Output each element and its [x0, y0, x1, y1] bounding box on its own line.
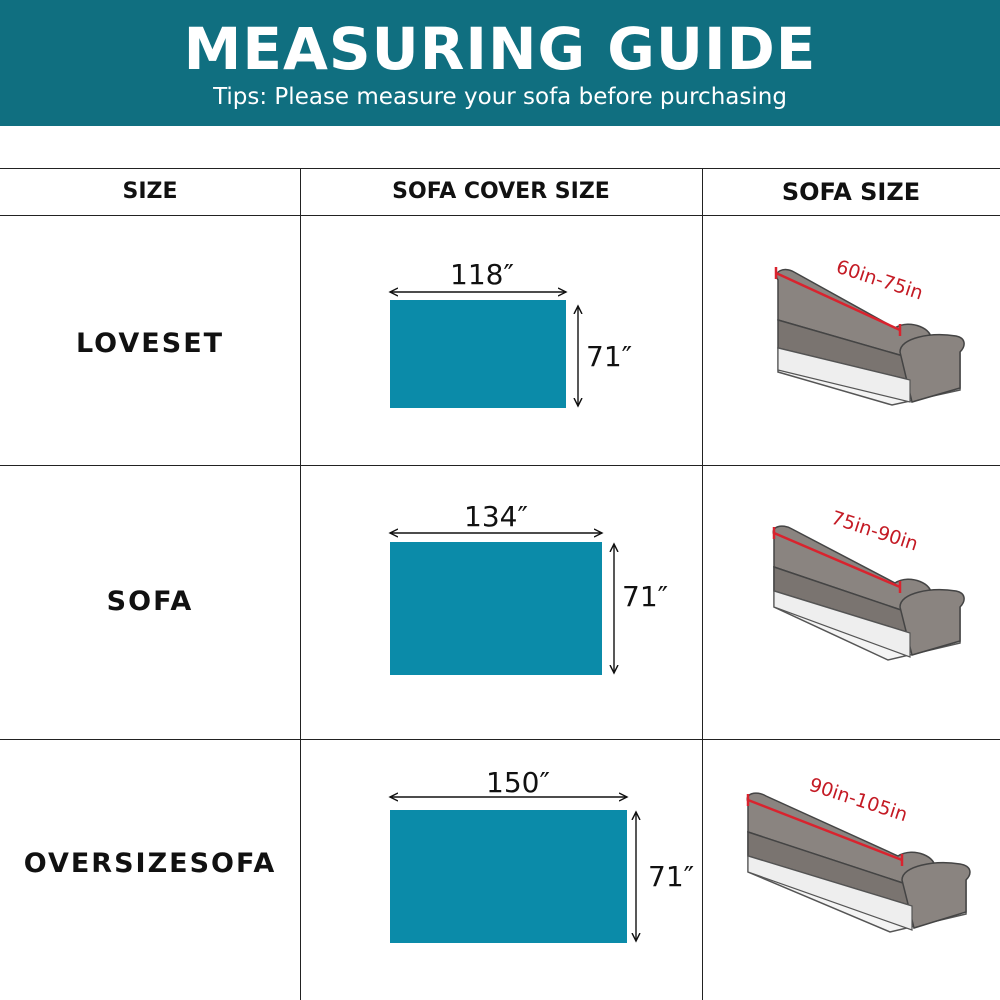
- column-header-sofa-size: SOFA SIZE: [781, 178, 921, 206]
- tips-text: Tips: Please measure your sofa before pu…: [213, 84, 787, 110]
- cover-width-label: 118″: [450, 258, 514, 291]
- row-size-label-loveset: LOVESET: [75, 328, 225, 359]
- page-title: MEASURING GUIDE: [183, 15, 817, 83]
- table-border-top: [0, 168, 1000, 169]
- row-divider: [0, 465, 1000, 466]
- sofa-size-label: 90in-105in: [806, 774, 910, 826]
- table-header-divider: [0, 215, 1000, 216]
- sofa-size-label: 60in-75in: [833, 256, 925, 305]
- column-header-size: SIZE: [122, 179, 178, 204]
- row-size-label-oversize: OVERSIZESOFA: [23, 848, 277, 879]
- sofa-illustration-icon: 75in-90in: [772, 507, 965, 661]
- row-divider: [0, 739, 1000, 740]
- column-divider: [702, 168, 703, 1000]
- cover-rectangle: [390, 810, 627, 943]
- row-size-label-sofa: SOFA: [106, 586, 194, 617]
- loveseat-illustration-icon: 60in-75in: [774, 256, 965, 406]
- cover-rectangle: [390, 542, 602, 675]
- oversize-sofa-illustration-icon: 90in-105in: [746, 774, 971, 933]
- cover-height-label: 71″: [648, 860, 695, 893]
- header-banner: MEASURING GUIDE Tips: Please measure you…: [0, 0, 1000, 126]
- cover-width-label: 134″: [464, 500, 528, 533]
- cover-height-label: 71″: [622, 580, 669, 613]
- column-divider: [300, 168, 301, 1000]
- cover-rectangle: [390, 300, 566, 408]
- cover-height-label: 71″: [586, 340, 633, 373]
- column-header-cover-size: SOFA COVER SIZE: [392, 179, 610, 204]
- sofa-size-label: 75in-90in: [828, 507, 920, 556]
